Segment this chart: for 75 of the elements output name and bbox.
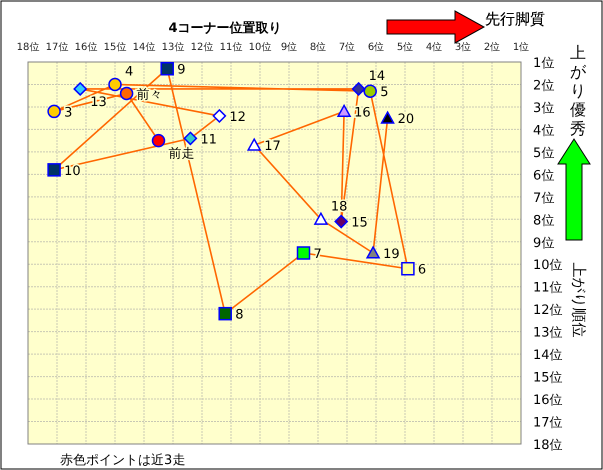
x-tick-label: 12位 (190, 41, 214, 53)
annotation: 15 (351, 216, 368, 231)
x-tick-label: 14位 (132, 41, 156, 53)
annotation: 9 (177, 62, 186, 78)
y-tick-label: 10位 (533, 258, 563, 274)
point (120, 86, 134, 100)
point (401, 262, 415, 276)
point (296, 246, 310, 260)
point (247, 138, 261, 151)
x-tick-label: 11位 (220, 41, 242, 53)
point (47, 163, 61, 177)
y-tick-label: 5位 (533, 146, 554, 161)
point (380, 111, 394, 124)
y-tick-label: 15位 (533, 370, 563, 386)
point (73, 82, 87, 96)
point (160, 62, 174, 76)
x-tick-label: 6位 (368, 41, 384, 53)
point (334, 214, 348, 228)
annotation: 6 (418, 262, 426, 278)
point (314, 212, 328, 225)
point (337, 104, 351, 117)
y-axis-title: 上がり順位 (570, 262, 588, 338)
annotation: 17 (264, 139, 281, 154)
y-tick-label: 14位 (533, 348, 563, 364)
point (363, 84, 377, 98)
annotation: 20 (398, 112, 414, 128)
annotation: 3 (64, 105, 72, 120)
text: 先行脚質 (485, 10, 545, 28)
point (184, 132, 198, 146)
y-tick-label: 18位 (533, 438, 563, 453)
annotation: 4 (125, 64, 134, 80)
x-tick-label: 2位 (484, 41, 500, 53)
x-tick-label: 7位 (338, 41, 356, 53)
x-tick-label: 9位 (280, 41, 298, 53)
point (352, 82, 366, 96)
point (152, 134, 166, 148)
y-tick-label: 7位 (533, 190, 554, 206)
annotation: 8 (235, 308, 244, 323)
x-tick-label: 13位 (162, 41, 184, 53)
x-tick-label: 10位 (248, 41, 272, 53)
x-tick-label: 15位 (104, 41, 126, 53)
annotation: 19 (383, 247, 400, 262)
y-tick-label: 9位 (533, 236, 554, 251)
y-tick-label: 1位 (533, 56, 554, 71)
y-tick-label: 3位 (533, 100, 554, 116)
point (218, 306, 232, 320)
x-tick-label: 1位 (512, 41, 530, 53)
x-tick-label: 17位 (46, 41, 68, 53)
annotation: 10 (64, 164, 81, 179)
y-tick-label: 12位 (533, 303, 563, 318)
x-tick-label: 4位 (426, 41, 442, 53)
point (366, 246, 380, 259)
x-tick-label: 16位 (74, 41, 98, 53)
x-axis-title: 4コーナー位置取り (168, 21, 282, 36)
point (47, 104, 61, 118)
point (108, 78, 122, 92)
y-tick-label: 11位 (533, 280, 563, 296)
y-tick-label: 6位 (533, 168, 554, 184)
y-tick-label: 2位 (533, 78, 554, 94)
x-tick-label: 8位 (310, 41, 326, 53)
annotation: 5 (380, 85, 388, 100)
annotation: 11 (200, 132, 217, 148)
x-tick-label: 18位 (16, 41, 40, 53)
y-tick-label: 8位 (533, 213, 554, 228)
annotation: 前々 (136, 87, 163, 102)
y-tick-label: 16位 (533, 393, 563, 408)
x-tick-label: 3位 (454, 41, 472, 53)
y-tick-label: 17位 (533, 416, 563, 431)
x-tick-label: 5位 (396, 41, 414, 53)
annotation: 12 (229, 110, 246, 125)
text: 赤色ポイントは近3走 (60, 453, 186, 468)
y-tick-label: 4位 (533, 123, 554, 138)
annotation: 14 (368, 68, 386, 84)
text: 上がり優秀 (570, 43, 587, 138)
y-tick-label: 13位 (533, 326, 563, 341)
